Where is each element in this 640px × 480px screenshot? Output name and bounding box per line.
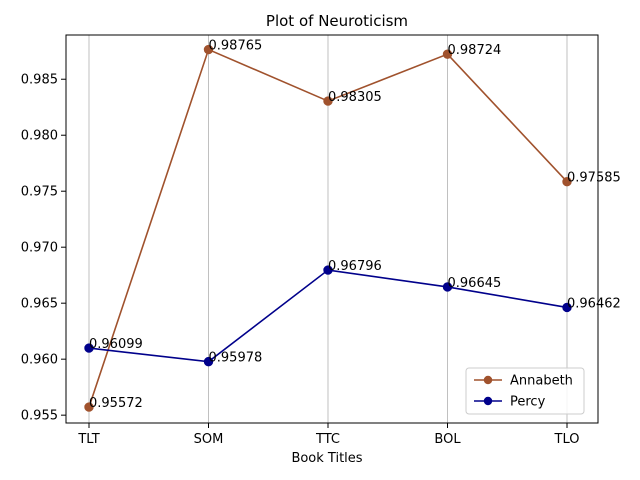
- data-label-percy: 0.96796: [328, 259, 382, 274]
- data-label-annabeth: 0.98765: [209, 39, 263, 54]
- y-tick-label: 0.955: [21, 409, 58, 424]
- y-tick-label: 0.970: [21, 241, 58, 256]
- plot-area-frame: [65, 34, 599, 424]
- x-axis-label: Book Titles: [291, 451, 362, 466]
- data-label-percy: 0.96645: [448, 276, 502, 291]
- data-point-annabeth: [442, 49, 453, 59]
- data-point-annabeth: [323, 96, 333, 106]
- x-tick-label: TLO: [554, 432, 580, 447]
- legend-label-annabeth: Annabeth: [510, 374, 573, 389]
- x-tick-label: BOL: [434, 432, 461, 447]
- chart-title: Plot of Neuroticism: [266, 12, 408, 30]
- x-axis: TLT SOM TTC BOL TLO: [77, 423, 579, 447]
- data-point-percy: [203, 356, 214, 367]
- x-tick-label: TLT: [77, 432, 99, 447]
- data-label-percy: 0.96462: [567, 296, 621, 311]
- data-point-annabeth: [562, 176, 572, 187]
- y-tick-label: 0.985: [21, 73, 58, 88]
- data-label-percy: 0.95978: [209, 351, 263, 366]
- data-label-annabeth: 0.97585: [567, 171, 621, 186]
- x-tick-label: TTC: [315, 432, 340, 447]
- y-tick-label: 0.965: [21, 297, 58, 312]
- data-label-annabeth: 0.98724: [448, 43, 502, 58]
- data-label-annabeth: 0.98305: [328, 90, 382, 105]
- data-label-percy: 0.96099: [89, 337, 143, 352]
- y-tick-label: 0.960: [21, 353, 58, 368]
- y-axis: 0.955 0.960 0.965 0.970 0.975 0.980 0.985: [21, 73, 66, 424]
- legend-label-percy: Percy: [510, 395, 546, 410]
- data-point-percy: [323, 265, 333, 275]
- data-labels-layer: 0.95572 0.98765 0.98305 0.98724 0.97585 0.960…: [89, 39, 621, 412]
- data-point-percy: [442, 282, 453, 292]
- legend-marker-percy: [483, 396, 493, 406]
- y-tick-label: 0.975: [21, 185, 58, 200]
- data-point-percy: [562, 302, 572, 313]
- legend-marker-annabeth: [483, 375, 493, 385]
- data-point-annabeth: [203, 44, 214, 55]
- data-label-annabeth: 0.95572: [89, 396, 143, 411]
- legend: Annabeth Percy: [465, 367, 585, 415]
- series-layer: [84, 44, 572, 412]
- y-tick-label: 0.980: [21, 129, 58, 144]
- data-point-percy: [84, 343, 94, 353]
- x-tick-label: SOM: [194, 432, 224, 447]
- data-point-annabeth: [84, 402, 94, 412]
